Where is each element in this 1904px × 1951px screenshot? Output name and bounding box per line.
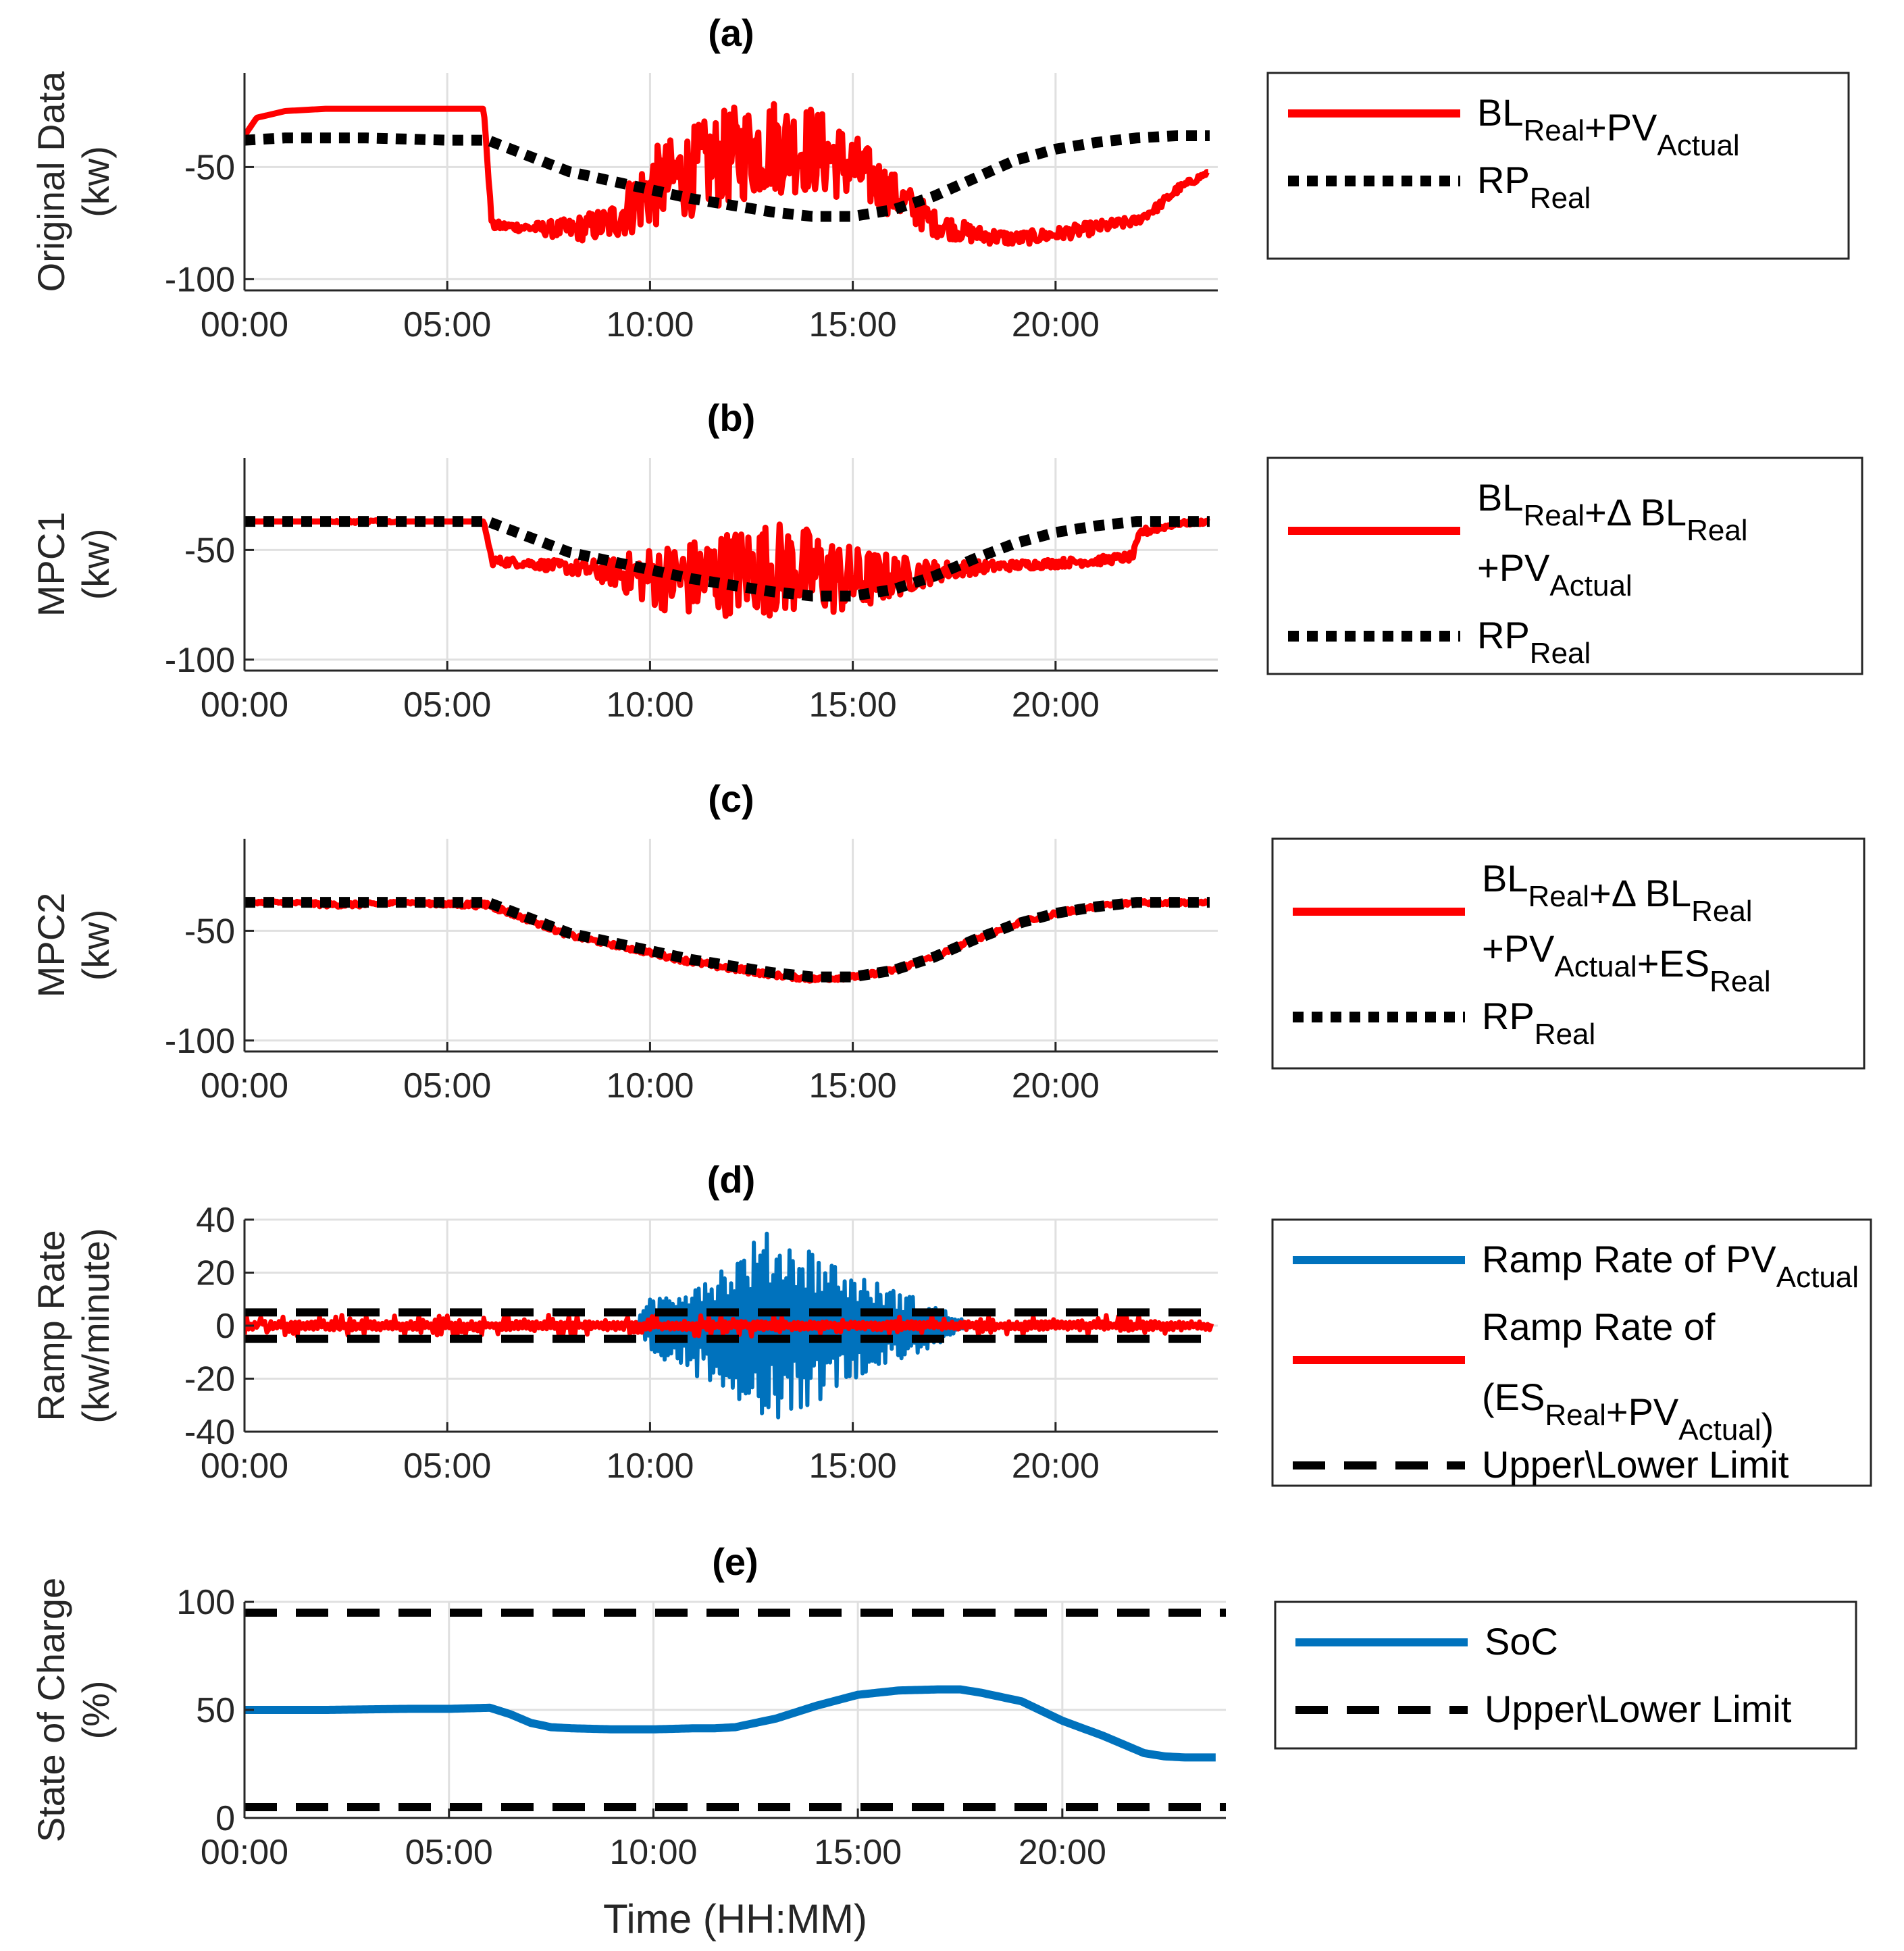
x-tick-label: 20:00 bbox=[1012, 1447, 1100, 1486]
legend-5: SoC Upper\Lower Limit bbox=[1274, 1601, 1857, 1750]
x-tick-label: 15:00 bbox=[814, 1833, 902, 1872]
series-rp-real bbox=[245, 516, 1210, 602]
x-tick-label: 15:00 bbox=[809, 305, 897, 344]
legend-label: RPReal bbox=[1477, 614, 1591, 670]
chart-panel-4: 00:00 05:00 10:00 15:00 20:00 40 20 0 -20 -40 (d) R… bbox=[30, 1158, 1218, 1486]
x-tick-label: 20:00 bbox=[1012, 685, 1100, 725]
legend-label-line2: +PVActual+ESReal bbox=[1482, 927, 1771, 998]
y-axis-label: MPC1 bbox=[30, 512, 72, 617]
y-axis-label: (kw) bbox=[74, 910, 117, 981]
series-group bbox=[245, 1609, 1226, 1811]
legend-2: BLReal+Δ BLReal+PVActual RPReal bbox=[1266, 457, 1863, 675]
series-ramp-rate-of-pv-actual bbox=[632, 1231, 975, 1420]
y-axis-label: Ramp Rate bbox=[30, 1230, 72, 1421]
legend-label-line2: +PVActual bbox=[1477, 546, 1632, 602]
y-axis-label: (kw) bbox=[74, 529, 117, 600]
legend-4: Ramp Rate of PVActual Ramp Rate of (ESReal… bbox=[1271, 1218, 1872, 1487]
legend-box bbox=[1271, 837, 1866, 1070]
chart-panel-1: 00:00 05:00 10:00 15:00 20:00 -50 -100 (a) Origi… bbox=[30, 11, 1218, 344]
legend-label: BLReal+Δ BLReal bbox=[1477, 476, 1748, 547]
x-tick-label: 20:00 bbox=[1012, 1066, 1100, 1105]
y-axis-label: (kw) bbox=[74, 146, 117, 217]
x-tick-label: 15:00 bbox=[809, 1066, 897, 1105]
x-tick-label: 00:00 bbox=[201, 1447, 288, 1486]
series-group bbox=[245, 516, 1210, 619]
legend-label: BLReal+Δ BLReal bbox=[1482, 857, 1753, 928]
series-rp-real bbox=[245, 897, 1210, 983]
x-tick-label: 20:00 bbox=[1019, 1833, 1106, 1872]
y-axis-label: MPC2 bbox=[30, 893, 72, 998]
chart-panel-2: 00:00 05:00 10:00 15:00 20:00 -50 -100 (b) MPC1(… bbox=[30, 396, 1218, 725]
legend-label: Ramp Rate of bbox=[1482, 1305, 1716, 1348]
legend-label: RPReal bbox=[1482, 995, 1595, 1051]
legend-label: Ramp Rate of PVActual bbox=[1482, 1238, 1859, 1294]
panel-title: (e) bbox=[712, 1540, 758, 1583]
panel-title: (c) bbox=[708, 777, 754, 820]
y-tick-label: -20 bbox=[184, 1360, 235, 1399]
y-tick-label: 20 bbox=[196, 1254, 235, 1293]
y-tick-label: 50 bbox=[196, 1691, 235, 1730]
series-group bbox=[245, 101, 1210, 247]
legend-label-line2: (ESReal+PVActual) bbox=[1482, 1376, 1774, 1448]
x-tick-label: 00:00 bbox=[201, 305, 288, 344]
x-tick-label: 10:00 bbox=[606, 1066, 694, 1105]
y-tick-label: 100 bbox=[176, 1583, 235, 1622]
x-axis-label: Time (HH:MM) bbox=[603, 1896, 867, 1942]
legend-box bbox=[1274, 1601, 1857, 1750]
series-ramp-rate-of-es-real-pv-actual bbox=[245, 1313, 1214, 1339]
y-tick-label: -100 bbox=[165, 1022, 235, 1061]
legend-box bbox=[1266, 72, 1850, 260]
x-tick-label: 10:00 bbox=[606, 1447, 694, 1486]
x-tick-label: 15:00 bbox=[809, 1447, 897, 1486]
x-tick-label: 05:00 bbox=[403, 685, 491, 725]
series-group bbox=[245, 897, 1210, 984]
series-soc bbox=[245, 1685, 1218, 1762]
y-tick-label: -50 bbox=[184, 531, 235, 570]
series-rp-real bbox=[245, 130, 1210, 222]
x-tick-label: 10:00 bbox=[606, 305, 694, 344]
legend-label: RPReal bbox=[1477, 159, 1591, 215]
y-tick-label: -50 bbox=[184, 148, 235, 187]
y-tick-label: -40 bbox=[184, 1413, 235, 1452]
panel-title: (b) bbox=[707, 396, 756, 439]
y-tick-label: 40 bbox=[196, 1201, 235, 1240]
x-tick-label: 10:00 bbox=[606, 685, 694, 725]
x-tick-label: 00:00 bbox=[201, 1833, 288, 1872]
legend-label: BLReal+PVActual bbox=[1477, 91, 1740, 162]
y-axis-label: Original Data bbox=[30, 71, 72, 292]
y-axis-label: (kw/minute) bbox=[74, 1228, 117, 1423]
y-axis-label: State of Charge bbox=[30, 1578, 72, 1842]
x-tick-label: 05:00 bbox=[403, 305, 491, 344]
y-axis-label: (%) bbox=[74, 1680, 117, 1739]
x-tick-label: 05:00 bbox=[403, 1066, 491, 1105]
panel-title: (a) bbox=[708, 11, 754, 54]
legend-label: Upper\Lower Limit bbox=[1482, 1443, 1789, 1486]
y-tick-label: -100 bbox=[165, 641, 235, 680]
x-tick-label: 00:00 bbox=[201, 685, 288, 725]
x-tick-label: 20:00 bbox=[1012, 305, 1100, 344]
chart-panel-3: 00:00 05:00 10:00 15:00 20:00 -50 -100 (c) MPC2(… bbox=[30, 777, 1218, 1105]
y-tick-label: 0 bbox=[215, 1799, 235, 1838]
chart-panel-5: 00:00 05:00 10:00 15:00 20:00 100 50 0 (e) State … bbox=[30, 1540, 1226, 1942]
y-tick-label: -100 bbox=[165, 260, 235, 299]
x-tick-label: 05:00 bbox=[405, 1833, 493, 1872]
series-group bbox=[245, 1231, 1218, 1420]
x-tick-label: 00:00 bbox=[201, 1066, 288, 1105]
series-bl-real-pv-actual bbox=[245, 101, 1210, 247]
y-tick-label: 0 bbox=[215, 1307, 235, 1346]
legend-label: SoC bbox=[1485, 1620, 1558, 1663]
legend-label: Upper\Lower Limit bbox=[1485, 1688, 1792, 1730]
panel-title: (d) bbox=[707, 1158, 756, 1201]
x-tick-label: 15:00 bbox=[809, 685, 897, 725]
y-tick-label: -50 bbox=[184, 912, 235, 951]
x-tick-label: 10:00 bbox=[609, 1833, 697, 1872]
x-tick-label: 05:00 bbox=[403, 1447, 491, 1486]
